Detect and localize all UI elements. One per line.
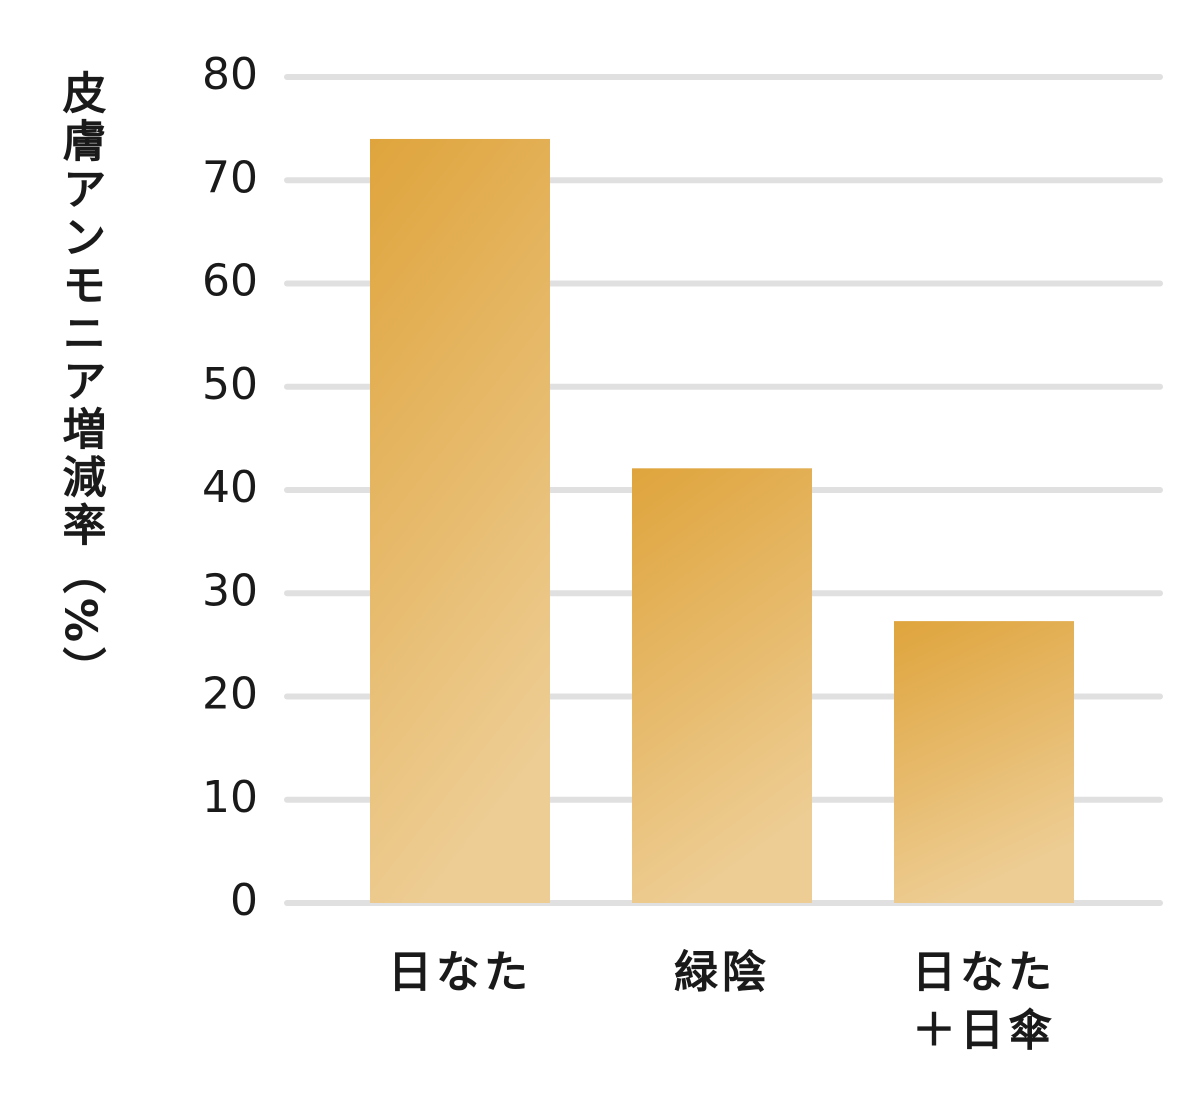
bar-shade [370, 138, 550, 903]
x-tick-label: 日なた [388, 947, 532, 998]
y-tick-label: 50 [202, 359, 258, 410]
y-tick-label: 60 [202, 256, 258, 307]
y-tick-label: 0 [230, 875, 258, 926]
y-tick-label: 20 [202, 669, 258, 720]
y-tick-label: 70 [202, 152, 258, 203]
y-axis-label: 皮膚アンモニア増減率（%） [55, 70, 107, 694]
x-tick-label: 緑陰 [674, 947, 770, 998]
y-tick-label: 40 [202, 462, 258, 513]
y-tick-label: 80 [202, 49, 258, 100]
y-tick-label: 10 [202, 772, 258, 823]
y-tick-label: 30 [202, 565, 258, 616]
x-tick-label: 日なた＋日傘 [912, 947, 1056, 1056]
bar-shade [632, 468, 812, 903]
bar-shade [894, 621, 1074, 903]
